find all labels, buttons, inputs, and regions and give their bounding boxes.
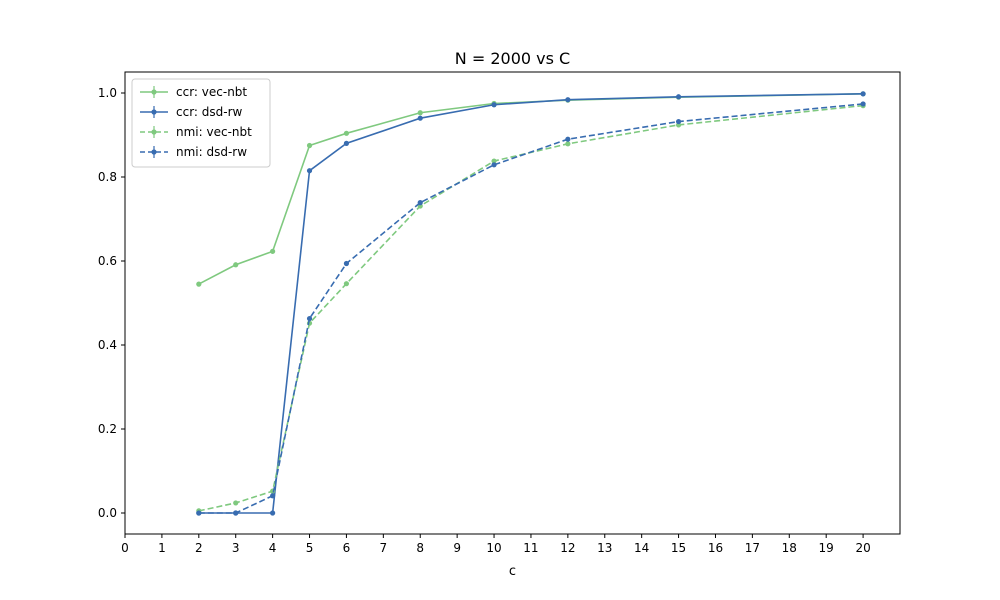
data-point: [233, 510, 239, 516]
data-point: [491, 162, 497, 168]
data-point: [565, 136, 571, 142]
legend-marker: [151, 89, 157, 95]
data-point: [565, 97, 571, 103]
data-point: [270, 493, 276, 499]
x-axis-label: c: [509, 564, 516, 579]
legend-label: nmi: dsd-rw: [176, 145, 247, 159]
legend-item: nmi: vec-nbt: [140, 125, 252, 139]
x-tick-label: 20: [855, 541, 870, 555]
data-point: [196, 510, 202, 516]
series-ccr-vec-nbt: [196, 91, 866, 287]
x-axis: 0 1 2 3 4 5 6 7 8 9 10 11 12 13 14 15 16 17 18 19 20: [121, 534, 871, 555]
data-point: [343, 130, 350, 136]
data-point: [196, 281, 202, 287]
x-tick-label: 2: [195, 541, 203, 555]
legend-label: nmi: vec-nbt: [176, 125, 252, 139]
y-tick-label: 0.6: [98, 254, 117, 268]
legend-item: ccr: dsd-rw: [140, 105, 243, 119]
data-point: [233, 500, 239, 506]
x-tick-label: 9: [453, 541, 461, 555]
x-tick-label: 8: [416, 541, 424, 555]
legend: ccr: vec-nbt ccr: dsd-rw nmi: vec-nbt nmi: …: [131, 78, 271, 168]
series-nmi-dsd-rw: [196, 101, 866, 516]
y-tick-label: 0.0: [98, 506, 117, 520]
data-point: [860, 101, 866, 107]
data-point: [491, 158, 497, 164]
data-point: [306, 315, 313, 322]
x-tick-label: 5: [306, 541, 314, 555]
plot-area: [196, 91, 866, 516]
x-tick-label: 15: [671, 541, 686, 555]
legend-item: ccr: vec-nbt: [140, 85, 247, 99]
x-tick-label: 17: [745, 541, 760, 555]
x-tick-label: 0: [121, 541, 129, 555]
data-point: [565, 141, 571, 147]
x-tick-label: 16: [708, 541, 723, 555]
data-point: [306, 168, 313, 174]
series-line: [198, 103, 864, 514]
data-point: [417, 110, 423, 116]
data-point: [306, 142, 313, 149]
legend-marker: [151, 129, 157, 135]
data-point: [675, 118, 682, 125]
data-point: [343, 260, 350, 267]
series-line: [198, 93, 864, 285]
data-point: [270, 248, 276, 254]
series-ccr-dsd-rw: [196, 91, 866, 516]
y-tick-label: 0.4: [98, 338, 117, 352]
x-tick-label: 3: [232, 541, 240, 555]
x-tick-label: 1: [158, 541, 166, 555]
x-tick-label: 19: [819, 541, 834, 555]
legend-item: nmi: dsd-rw: [140, 145, 247, 159]
data-point: [343, 281, 350, 287]
series-line: [198, 93, 864, 514]
legend-label: ccr: vec-nbt: [176, 85, 247, 99]
x-tick-label: 11: [523, 541, 538, 555]
series-nmi-vec-nbt: [196, 103, 866, 514]
series-line: [198, 104, 864, 512]
x-tick-label: 12: [560, 541, 575, 555]
x-tick-label: 10: [486, 541, 501, 555]
x-tick-label: 13: [597, 541, 612, 555]
data-point: [417, 115, 423, 121]
y-tick-label: 1.0: [98, 86, 117, 100]
x-tick-label: 14: [634, 541, 649, 555]
x-tick-label: 4: [269, 541, 277, 555]
data-point: [417, 200, 423, 206]
legend-label: ccr: dsd-rw: [176, 105, 243, 119]
legend-marker: [151, 109, 157, 115]
y-tick-label: 0.2: [98, 422, 117, 436]
legend-box: [131, 78, 271, 168]
x-tick-label: 18: [782, 541, 797, 555]
data-point: [860, 91, 866, 97]
y-tick-label: 0.8: [98, 170, 117, 184]
data-point: [491, 102, 497, 108]
legend-marker: [151, 149, 157, 155]
data-point: [343, 140, 350, 146]
data-point: [270, 510, 276, 516]
data-point: [233, 262, 239, 268]
data-point: [675, 94, 682, 100]
x-tick-label: 6: [343, 541, 351, 555]
axes-frame: [124, 71, 901, 535]
x-tick-label: 7: [380, 541, 388, 555]
y-axis: 0.0 0.2 0.4 0.6 0.8 1.0: [98, 86, 125, 520]
chart-title: N = 2000 vs C: [455, 49, 570, 68]
